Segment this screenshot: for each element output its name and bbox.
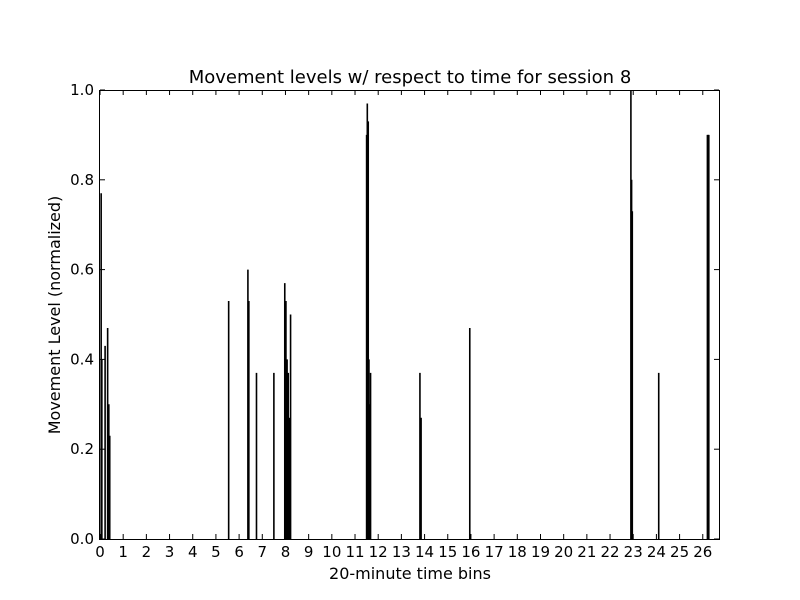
x-tick-label: 13 [392, 543, 411, 561]
x-tick-label: 0 [95, 543, 105, 561]
x-tick-label: 19 [531, 543, 550, 561]
x-tick-label: 14 [415, 543, 434, 561]
x-axis-label: 20-minute time bins [329, 564, 491, 583]
chart-title: Movement levels w/ respect to time for s… [189, 67, 632, 88]
x-tick-label: 26 [693, 543, 712, 561]
y-tick-label: 0.8 [70, 171, 94, 189]
bars-group [100, 90, 710, 539]
x-tick-label: 2 [142, 543, 152, 561]
x-tick-label: 16 [461, 543, 480, 561]
x-tick-label: 21 [577, 543, 596, 561]
x-tick-label: 9 [304, 543, 314, 561]
x-tick-label: 6 [234, 543, 244, 561]
x-tick-label: 10 [322, 543, 341, 561]
x-tick-label: 20 [554, 543, 573, 561]
y-axis-label: Movement Level (normalized) [45, 196, 64, 435]
x-tick-label: 4 [188, 543, 198, 561]
y-tick-label: 0.2 [70, 440, 94, 458]
x-tick-label: 18 [508, 543, 527, 561]
y-tick-label: 0.4 [70, 350, 94, 368]
x-tick-label: 17 [485, 543, 504, 561]
x-tick-label: 1 [118, 543, 128, 561]
x-tick-label: 3 [165, 543, 175, 561]
x-tick-label: 11 [345, 543, 364, 561]
x-tick-label: 7 [258, 543, 268, 561]
y-tick-label: 0.6 [70, 261, 94, 279]
x-tick-label: 24 [647, 543, 666, 561]
y-tick-label: 1.0 [70, 81, 94, 99]
x-tick-label: 5 [211, 543, 221, 561]
y-tick-label: 0.0 [70, 530, 94, 548]
plot-frame [99, 90, 720, 540]
ticks-group: 0 1 2 3 4 5 6 7 8 9 10 11 12 13 14 15 16 17 18 19 20 21 22 23 24… [70, 81, 719, 561]
x-tick-label: 15 [438, 543, 457, 561]
x-tick-label: 25 [670, 543, 689, 561]
x-tick-label: 8 [281, 543, 291, 561]
x-tick-label: 12 [369, 543, 388, 561]
x-tick-label: 23 [624, 543, 643, 561]
x-tick-label: 22 [600, 543, 619, 561]
